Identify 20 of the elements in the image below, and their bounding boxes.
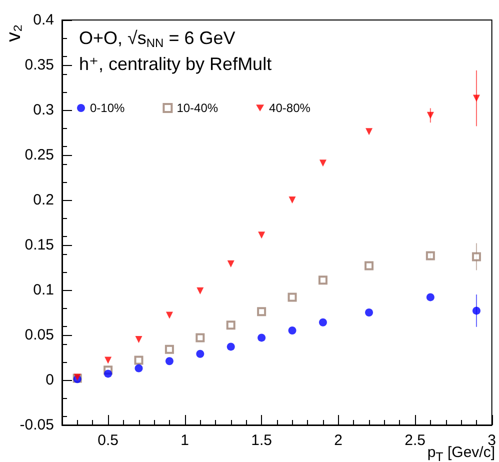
y-tick-label: 0.4 xyxy=(33,12,54,28)
y-tick-label: 0.05 xyxy=(24,326,54,344)
x-tick-label: 2.5 xyxy=(404,432,426,449)
legend-label: 0-10% xyxy=(90,101,126,115)
y-tick-label: 0.35 xyxy=(24,56,54,74)
x-tick-label: 2 xyxy=(334,432,342,449)
y-tick-label: 0 xyxy=(46,372,54,388)
y-tick-label: 0.15 xyxy=(24,236,54,254)
y-tick-label: 0.3 xyxy=(33,102,54,118)
x-tick-label: 0.5 xyxy=(98,432,118,449)
text: h⁺, centrality by RefMult xyxy=(79,54,272,74)
y-tick-label: -0.05 xyxy=(20,416,54,434)
x-tick-label: 1.5 xyxy=(251,432,272,449)
x-tick-label: 1 xyxy=(180,432,189,449)
y-tick-label: 0.25 xyxy=(24,146,54,164)
legend-label: 10-40% xyxy=(176,101,218,115)
y-tick-label: 0.2 xyxy=(33,192,54,208)
legend-label: 40-80% xyxy=(269,101,311,115)
y-axis-title: v₂ xyxy=(3,24,25,42)
y-tick-label: 0.1 xyxy=(33,282,54,298)
